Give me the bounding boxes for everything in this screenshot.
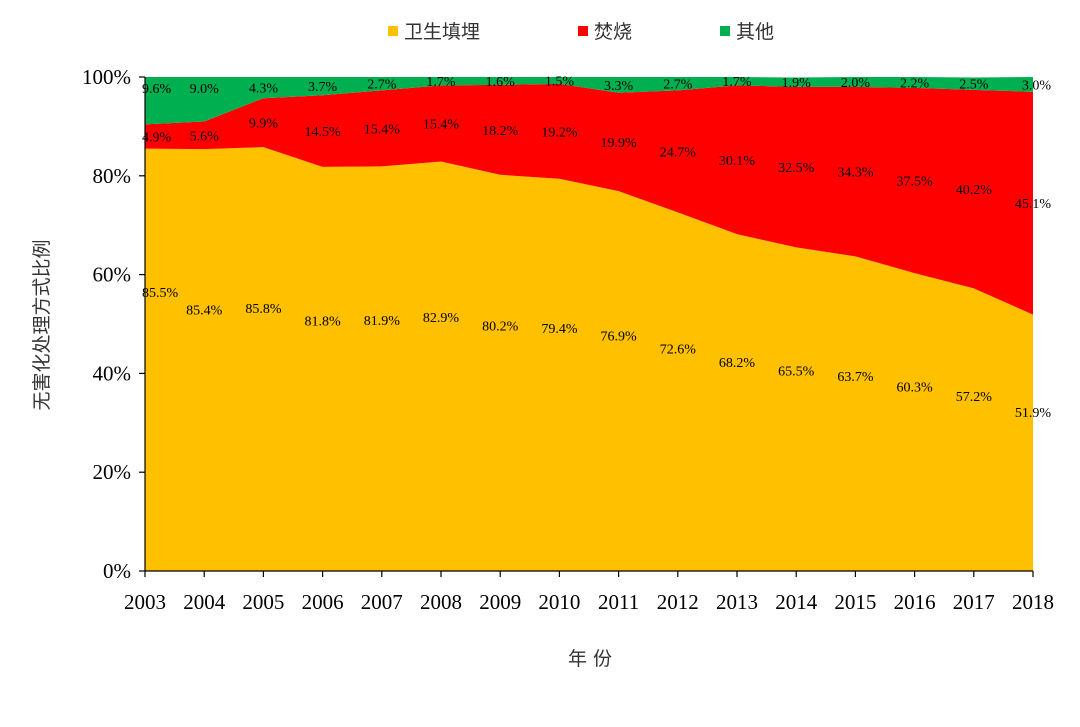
legend-label-landfill: 卫生填埋 bbox=[404, 21, 480, 43]
data-label-other-2003: 9.6% bbox=[142, 82, 172, 97]
data-label-other-2015: 2.0% bbox=[841, 76, 871, 91]
x-tick-label: 2012 bbox=[657, 590, 699, 614]
data-label-other-2014: 1.9% bbox=[782, 76, 812, 91]
data-label-other-2005: 4.3% bbox=[249, 82, 279, 97]
y-tick-label: 100% bbox=[82, 65, 131, 89]
data-label-incineration-2014: 32.5% bbox=[778, 161, 815, 176]
y-tick-label: 0% bbox=[103, 559, 131, 583]
data-label-incineration-2008: 15.4% bbox=[423, 117, 460, 132]
data-label-incineration-2004: 5.6% bbox=[190, 129, 220, 144]
data-label-other-2017: 2.5% bbox=[959, 78, 989, 93]
data-label-incineration-2017: 40.2% bbox=[956, 183, 993, 198]
data-label-landfill-2013: 68.2% bbox=[719, 356, 756, 371]
area-series-2 bbox=[145, 77, 1033, 125]
data-label-landfill-2017: 57.2% bbox=[956, 390, 993, 405]
legend-label-other: 其他 bbox=[736, 21, 774, 43]
data-label-incineration-2003: 4.9% bbox=[142, 131, 172, 146]
data-label-incineration-2012: 24.7% bbox=[660, 145, 697, 160]
area-series-0 bbox=[145, 147, 1033, 571]
data-label-incineration-2016: 37.5% bbox=[897, 174, 934, 189]
data-label-other-2004: 9.0% bbox=[190, 82, 220, 97]
data-label-landfill-2015: 63.7% bbox=[837, 370, 874, 385]
data-label-other-2007: 2.7% bbox=[367, 78, 397, 93]
x-tick-label: 2015 bbox=[834, 590, 876, 614]
x-tick-label: 2003 bbox=[124, 590, 166, 614]
legend: 卫生填埋 焚烧 其他 bbox=[388, 21, 774, 43]
data-label-landfill-2006: 81.8% bbox=[305, 314, 342, 329]
data-label-other-2018: 3.0% bbox=[1022, 78, 1052, 93]
data-label-other-2010: 1.5% bbox=[545, 74, 575, 89]
data-label-landfill-2008: 82.9% bbox=[423, 311, 460, 326]
x-tick-label: 2016 bbox=[894, 590, 936, 614]
data-label-incineration-2018: 45.1% bbox=[1015, 197, 1052, 212]
data-label-other-2011: 3.3% bbox=[604, 79, 634, 94]
x-tick-label: 2018 bbox=[1012, 590, 1054, 614]
area-series-1 bbox=[145, 83, 1033, 315]
x-tick-label: 2013 bbox=[716, 590, 758, 614]
data-label-landfill-2016: 60.3% bbox=[897, 380, 934, 395]
y-tick-label: 40% bbox=[93, 361, 132, 385]
data-label-other-2012: 2.7% bbox=[663, 78, 693, 93]
data-label-other-2016: 2.2% bbox=[900, 76, 930, 91]
x-tick-label: 2007 bbox=[361, 590, 403, 614]
data-label-landfill-2014: 65.5% bbox=[778, 364, 815, 379]
legend-swatch-other bbox=[720, 26, 730, 36]
x-tick-label: 2004 bbox=[183, 590, 226, 614]
data-label-landfill-2010: 79.4% bbox=[541, 322, 578, 337]
legend-label-incineration: 焚烧 bbox=[594, 21, 632, 43]
x-tick-label: 2008 bbox=[420, 590, 462, 614]
data-label-other-2013: 1.7% bbox=[722, 75, 752, 90]
x-tick-label: 2014 bbox=[775, 590, 818, 614]
x-tick-label: 2011 bbox=[598, 590, 639, 614]
data-label-landfill-2003: 85.5% bbox=[142, 286, 179, 301]
data-label-incineration-2015: 34.3% bbox=[837, 166, 874, 181]
data-label-landfill-2004: 85.4% bbox=[186, 303, 223, 318]
legend-swatch-incineration bbox=[578, 26, 588, 36]
x-tick-label: 2006 bbox=[302, 590, 344, 614]
data-label-other-2008: 1.7% bbox=[426, 75, 456, 90]
data-label-other-2006: 3.7% bbox=[308, 80, 338, 95]
data-label-incineration-2013: 30.1% bbox=[719, 154, 756, 169]
plot-area bbox=[145, 77, 1033, 571]
data-label-landfill-2007: 81.9% bbox=[364, 314, 401, 329]
y-axis-title: 无害化处理方式比例 bbox=[31, 239, 53, 410]
axes: 0% 20% 40% 60% 80% 100% 2003 2004 2005 2006 2007 20… bbox=[82, 65, 1054, 614]
data-label-landfill-2005: 85.8% bbox=[245, 302, 282, 317]
x-tick-label: 2010 bbox=[538, 590, 580, 614]
y-tick-label: 80% bbox=[93, 164, 132, 188]
x-axis-title: 年 份 bbox=[568, 648, 612, 670]
data-label-incineration-2005: 9.9% bbox=[249, 117, 279, 132]
data-label-landfill-2018: 51.9% bbox=[1015, 406, 1052, 421]
data-label-landfill-2009: 80.2% bbox=[482, 319, 519, 334]
data-label-landfill-2011: 76.9% bbox=[601, 329, 638, 344]
x-tick-label: 2005 bbox=[242, 590, 284, 614]
data-labels: 85.5% 85.4% 85.8% 81.8% 81.9% 82.9% 80.2% 79.4%… bbox=[142, 74, 1051, 421]
data-label-incineration-2011: 19.9% bbox=[601, 136, 638, 151]
data-label-other-2009: 1.6% bbox=[486, 75, 516, 90]
x-tick-label: 2017 bbox=[953, 590, 995, 614]
data-label-landfill-2012: 72.6% bbox=[660, 343, 697, 358]
y-tick-label: 20% bbox=[93, 460, 132, 484]
y-tick-label: 60% bbox=[93, 263, 132, 287]
data-label-incineration-2009: 18.2% bbox=[482, 124, 519, 139]
data-label-incineration-2010: 19.2% bbox=[541, 125, 578, 140]
legend-swatch-landfill bbox=[388, 26, 398, 36]
data-label-incineration-2007: 15.4% bbox=[364, 122, 401, 137]
data-label-incineration-2006: 14.5% bbox=[305, 125, 342, 140]
x-tick-label: 2009 bbox=[479, 590, 521, 614]
